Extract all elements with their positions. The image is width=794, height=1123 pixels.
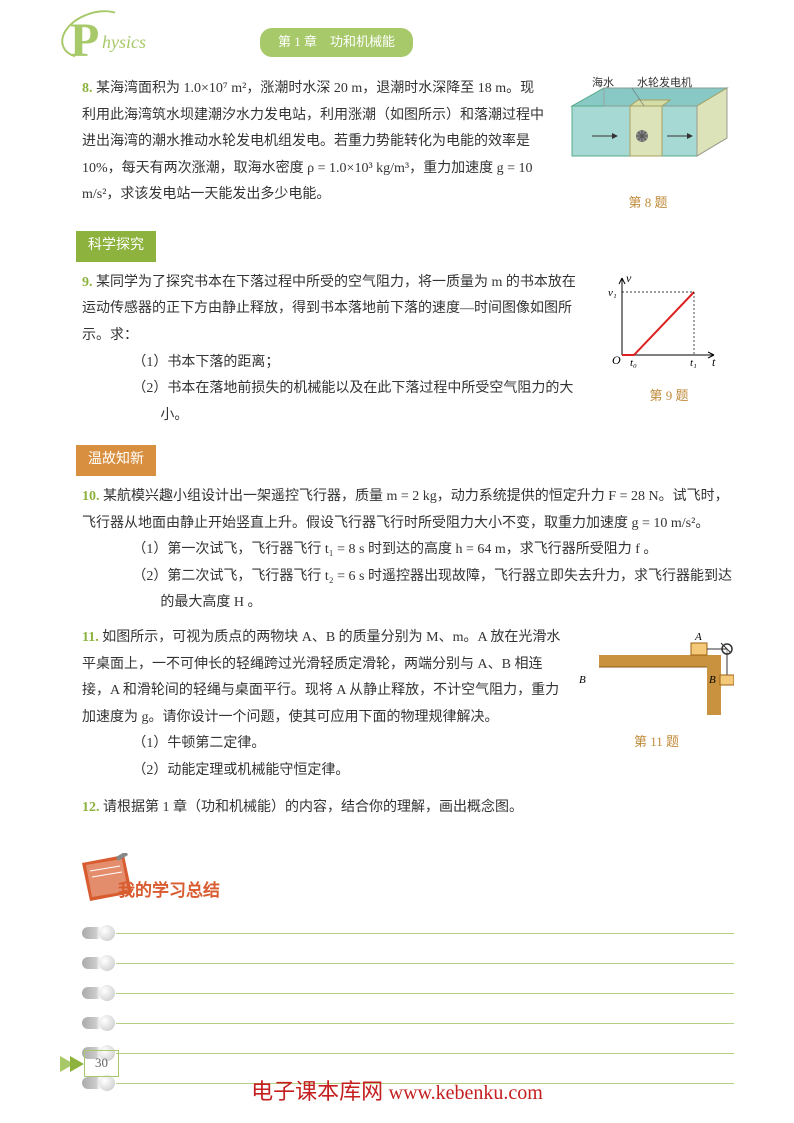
problem-11: 11. 如图所示，可视为质点的两物块 A、B 的质量分别为 M、m。A 放在光滑… [82,625,734,785]
q10-body: 某航模兴趣小组设计出一架遥控飞行器，质量 m = 2 kg，动力系统提供的恒定升… [82,489,729,531]
q10-sub1: （1）第一次试飞，飞行器飞行 t₁ = 8 s 时到达的高度 h = 64 m，… [132,537,734,564]
q9-number: 9. [82,275,93,290]
page-header: P hysics 第 1 章 功和机械能 [60,0,794,56]
main-content: 8. 某海湾面积为 1.0×10⁷ m²，涨潮时水深 20 m，退潮时水深降至 … [82,76,734,1089]
svg-text:v: v [626,271,632,285]
section-science-inquiry: 科学探究 [76,231,156,262]
q8-figcap: 第 8 题 [562,191,734,216]
section-review: 温故知新 [76,445,156,476]
q12-number: 12. [82,800,100,815]
bulb-icon [82,927,108,939]
bulb-icon [82,987,108,999]
problem-9: 9. 某同学为了探究书本在下落过程中所受的空气阻力，将一质量为 m 的书本放在运… [82,270,734,430]
q11-figure: A B B 第 11 题 [579,625,734,785]
footer-url: www.kebenku.com [389,1082,543,1104]
q9-body: 某同学为了探究书本在下落过程中所受的空气阻力，将一质量为 m 的书本放在运动传感… [82,275,576,343]
footer: 电子课本库网 www.kebenku.com [0,1071,794,1113]
svg-text:海水: 海水 [592,76,614,89]
problem-10: 10. 某航模兴趣小组设计出一架遥控飞行器，质量 m = 2 kg，动力系统提供… [82,484,734,617]
q9-sub2: （2）书本在落地前损失的机械能以及在此下落过程中所受空气阻力的大小。 [132,376,586,429]
line-2 [82,957,734,969]
logo-hysics: hysics [102,25,146,59]
summary-section: 我的学习总结 [82,857,734,1089]
chapter-label: 第 1 章 功和机械能 [260,28,413,57]
svg-text:t₀: t₀ [630,357,637,369]
svg-text:t₁: t₁ [690,357,697,369]
q8-body: 某海湾面积为 1.0×10⁷ m²，涨潮时水深 20 m，退潮时水深降至 18 … [82,81,544,202]
bulb-icon [82,957,108,969]
q9-sub1: （1）书本下落的距离； [132,350,586,377]
logo-p: P [70,0,99,86]
q10-sub2: （2）第二次试飞，飞行器飞行 t₂ = 6 s 时遥控器出现故障，飞行器立即失去… [132,564,734,617]
line-5 [82,1047,734,1059]
q9-figcap: 第 9 题 [604,384,734,409]
triangle-icon [70,1056,84,1072]
footer-site-name: 电子课本库网 [251,1079,389,1104]
svg-text:B: B [709,674,716,686]
problem-8: 8. 某海湾面积为 1.0×10⁷ m²，涨潮时水深 20 m，退潮时水深降至 … [82,76,734,215]
svg-text:B: B [579,674,586,686]
svg-text:A: A [694,631,702,643]
q11-number: 11. [82,630,99,645]
problem-12: 12. 请根据第 1 章（功和机械能）的内容，结合你的理解，画出概念图。 [82,795,734,822]
q11-body: 如图所示，可视为质点的两物块 A、B 的质量分别为 M、m。A 放在光滑水平桌面… [82,630,560,725]
pulley-diagram: A B B [579,625,734,715]
line-1 [82,927,734,939]
q12-body: 请根据第 1 章（功和机械能）的内容，结合你的理解，画出概念图。 [103,800,523,815]
svg-text:v₁: v₁ [608,287,617,299]
q11-sub2: （2）动能定理或机械能守恒定律。 [132,758,561,785]
bulb-icon [82,1017,108,1029]
line-3 [82,987,734,999]
problem-11-text: 11. 如图所示，可视为质点的两物块 A、B 的质量分别为 M、m。A 放在光滑… [82,625,561,785]
q11-sub1: （1）牛顿第二定律。 [132,731,561,758]
problem-9-text: 9. 某同学为了探究书本在下落过程中所受的空气阻力，将一质量为 m 的书本放在运… [82,270,586,430]
summary-title: 我的学习总结 [118,881,220,900]
svg-text:t: t [712,355,716,369]
line-4 [82,1017,734,1029]
q10-number: 10. [82,489,100,504]
tidal-diagram: 海水 水轮发电机 [562,76,734,176]
writing-lines [82,927,734,1089]
svg-text:水轮发电机: 水轮发电机 [637,76,692,89]
vt-graph: v v₁ t t₀ t₁ O [604,270,724,370]
q9-figure: v v₁ t t₀ t₁ O 第 9 题 [604,270,734,430]
q8-figure: 海水 水轮发电机 第 8 题 [562,76,734,215]
q11-figcap: 第 11 题 [579,730,734,755]
svg-text:O: O [612,353,621,367]
problem-8-text: 8. 某海湾面积为 1.0×10⁷ m²，涨潮时水深 20 m，退潮时水深降至 … [82,76,544,215]
